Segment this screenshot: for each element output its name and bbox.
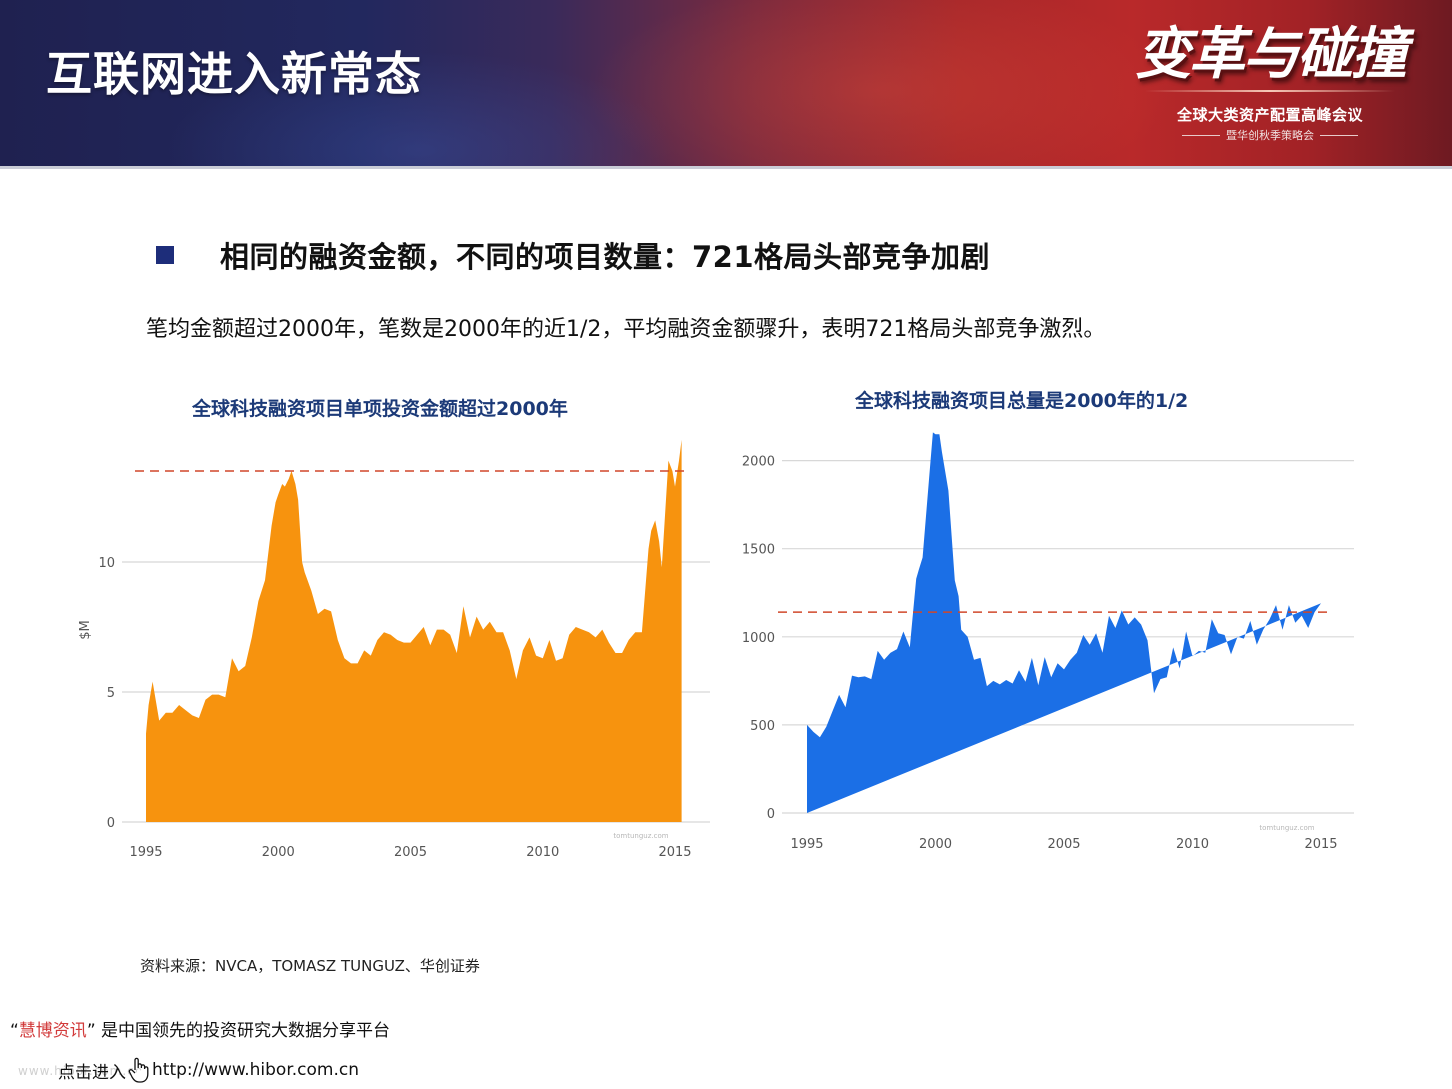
y-tick-label: 0 [767, 807, 775, 822]
x-tick-label: 1995 [790, 837, 823, 852]
section-heading-row: 相同的融资金额，不同的项目数量：721格局头部竞争加剧 [156, 234, 990, 276]
page-title: 互联网进入新常态 [46, 47, 422, 101]
left-chart-title: 全球科技融资项目单项投资金额超过2000年 [192, 398, 568, 420]
x-tick-label: 2015 [1304, 837, 1337, 852]
conference-tagline: 暨华创秋季策略会 [1226, 129, 1314, 142]
data-source-note: 资料来源：NVCA，TOMASZ TUNGUZ、华创证券 [140, 957, 480, 975]
quote-close: ” [86, 1021, 96, 1041]
click-enter-label: 点击进入 [58, 1062, 126, 1083]
y-tick-label: 2000 [742, 455, 775, 470]
y-tick-label: 500 [750, 719, 775, 734]
x-tick-label: 2010 [1176, 837, 1209, 852]
conference-tagline-row: 暨华创秋季策略会 [1120, 127, 1420, 143]
quote-open: “ [10, 1021, 19, 1041]
x-tick-label: 2000 [262, 845, 295, 860]
y-tick-label: 1000 [742, 631, 775, 646]
square-bullet-icon [156, 246, 174, 264]
section-description: 笔均金额超过2000年，笔数是2000年的近1/2，平均融资金额骤升，表明721… [146, 317, 1106, 342]
tagline-rule-right [1320, 134, 1358, 136]
conference-logo: 变革与碰撞 全球大类资产配置高峰会议 暨华创秋季策略会 [1120, 22, 1420, 152]
conference-subtitle: 全球大类资产配置高峰会议 [1176, 106, 1363, 124]
x-tick-label: 2000 [919, 837, 952, 852]
promo-line: “慧博资讯” 是中国领先的投资研究大数据分享平台 [10, 1016, 390, 1041]
tagline-rule-left [1182, 134, 1220, 136]
logo-glow-divider [1145, 90, 1395, 92]
right-chart-title: 全球科技融资项目总量是2000年的1/2 [855, 390, 1189, 412]
x-tick-label: 2010 [526, 845, 559, 860]
promo-brand: 慧博资讯 [18, 1021, 87, 1041]
x-tick-label: 2005 [394, 845, 427, 860]
area-series [807, 432, 1321, 813]
left-area-chart: 0 5 10 1995 2000 2005 2010 2015 tomtunguz.com $M [78, 439, 710, 860]
promo-text: 是中国领先的投资研究大数据分享平台 [95, 1021, 391, 1041]
hibor-url-link[interactable]: http://www.hibor.com.cn [152, 1060, 359, 1080]
chart-watermark: tomtunguz.com [1259, 824, 1314, 832]
header-divider [0, 166, 1452, 169]
y-tick-label: 5 [107, 686, 115, 701]
promo-link-row[interactable]: 点击进入 http://www.hibor.com.cn [58, 1056, 359, 1084]
ghost-watermark: www.hibor.com.cn [18, 1064, 144, 1078]
pointing-hand-icon [128, 1057, 149, 1083]
chart-watermark: tomtunguz.com [613, 832, 668, 840]
section-heading: 相同的融资金额，不同的项目数量：721格局头部竞争加剧 [220, 240, 991, 274]
x-tick-label: 2005 [1047, 837, 1080, 852]
header-banner: 互联网进入新常态 变革与碰撞 全球大类资产配置高峰会议 暨华创秋季策略会 [0, 0, 1452, 168]
y-tick-label: 1500 [742, 543, 775, 558]
right-area-chart: 0 500 1000 1500 2000 1995 2000 2005 2010 2015 tomt… [742, 432, 1354, 852]
x-tick-label: 1995 [129, 845, 162, 860]
area-series [146, 439, 682, 822]
conference-logo-text: 变革与碰撞 [1135, 22, 1407, 87]
y-tick-label: 0 [107, 816, 115, 831]
x-tick-label: 2015 [658, 845, 691, 860]
y-axis-label: $M [78, 620, 93, 640]
y-tick-label: 10 [98, 556, 115, 571]
